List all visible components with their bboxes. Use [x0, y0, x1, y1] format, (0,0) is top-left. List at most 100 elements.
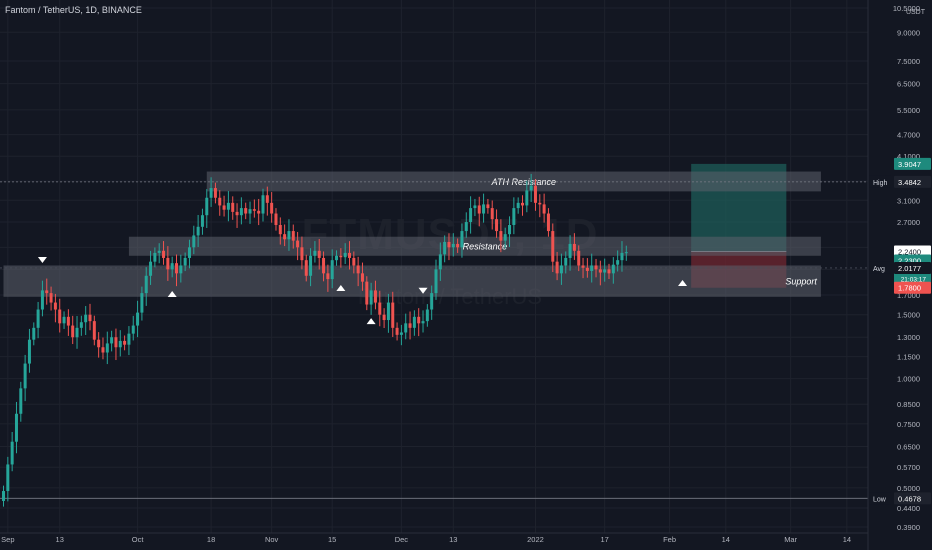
candle-body [92, 321, 96, 340]
candle-body [79, 322, 83, 328]
zone-2 [3, 265, 821, 297]
candle-body [516, 202, 520, 209]
candle-body [603, 269, 607, 273]
high-price-tag-bg [894, 175, 931, 188]
candle-body [2, 491, 5, 501]
time-tick-label: 15 [328, 535, 336, 544]
candle-body [257, 210, 261, 214]
time-tick-label: 14 [843, 535, 851, 544]
candle-body [335, 255, 339, 261]
candle-body [274, 213, 278, 225]
countdown: 21:03:17 [901, 276, 927, 283]
high-price-tag: 3.4842 [898, 178, 921, 187]
candle-body [23, 363, 27, 389]
candle-body [443, 241, 447, 255]
candle-body [572, 243, 576, 251]
candle-body [360, 273, 364, 282]
candle-body [226, 202, 230, 210]
candle-body [477, 205, 481, 214]
candle-body [382, 314, 386, 321]
candle-body [512, 208, 516, 225]
candle-body [421, 321, 425, 324]
candle-body [495, 219, 499, 232]
candle-body [620, 252, 624, 261]
support-arrow-icon [167, 290, 177, 297]
candle-body [218, 197, 222, 206]
candle-body [542, 204, 546, 214]
candle-body [187, 247, 191, 258]
candle-body [499, 231, 503, 241]
price-tick-label: 9.0000 [897, 28, 920, 37]
target-price-tag: 3.9047 [898, 160, 921, 169]
entry-price-tag: 2.2400 [898, 247, 921, 256]
candle-body [594, 265, 598, 270]
price-tick-label: 0.4400 [897, 504, 920, 513]
candle-body [127, 333, 131, 345]
price-tick-label: 0.5700 [897, 463, 920, 472]
price-tick-label: 1.0000 [897, 375, 920, 384]
candle-body [447, 241, 451, 248]
candle-body [508, 224, 512, 235]
candle-body [261, 195, 265, 214]
candle-body [590, 265, 594, 271]
candle-body [123, 340, 127, 345]
candle-body [559, 265, 563, 274]
candle-body [287, 231, 291, 240]
candle-body [568, 243, 572, 258]
candle-body [408, 323, 412, 328]
candle-body [365, 281, 369, 305]
candle-body [386, 302, 390, 321]
candle-body [309, 255, 313, 276]
price-tick-label: 0.7500 [897, 420, 920, 429]
candle-body [378, 302, 382, 315]
candle-body [611, 264, 615, 274]
price-tick-label: 5.5000 [897, 106, 920, 115]
currency-label: USDT [906, 9, 926, 16]
candle-body [283, 234, 287, 240]
candle-body [529, 185, 533, 191]
candle-body [296, 240, 300, 248]
candle-body [183, 257, 187, 266]
candle-body [395, 327, 399, 335]
candle-body [430, 293, 434, 310]
stop-price-tag: 1.7800 [898, 284, 921, 293]
candle-body [175, 263, 178, 274]
price-tick-label: 0.5000 [897, 484, 920, 493]
avg-tag-bg [869, 261, 891, 274]
price-tick-label: 1.3000 [897, 333, 920, 342]
candle-body [503, 234, 507, 241]
candle-body [577, 250, 581, 266]
price-tick-label: 0.3900 [897, 523, 920, 532]
low-tag: Low [873, 496, 887, 503]
zone-label: ATH Resistance [491, 177, 556, 187]
high-tag: High [873, 180, 888, 187]
candle-body [153, 252, 157, 262]
candle-body [66, 316, 70, 326]
zone-0 [206, 171, 821, 192]
candle-body [53, 302, 57, 310]
candle-body [356, 265, 360, 274]
candle-body [546, 213, 550, 232]
candle-body [456, 243, 460, 248]
zone-label: Support [785, 277, 817, 287]
candle-body [140, 293, 144, 313]
candle-body [304, 260, 308, 276]
candle-body [248, 209, 252, 214]
candle-body [27, 339, 31, 364]
candle-body [343, 252, 347, 258]
candle-body [252, 209, 256, 211]
price-tick-label: 1.7000 [897, 291, 920, 300]
markers [37, 257, 688, 325]
candle-body [581, 265, 585, 268]
price-tick-label: 3.1000 [897, 196, 920, 205]
avg-price-tag-bg [894, 261, 931, 274]
candle-body [205, 197, 209, 216]
reference-lines [0, 181, 868, 499]
symbol-title: Fantom / TetherUS, 1D, BINANCE [5, 5, 142, 15]
candle-body [231, 202, 235, 212]
candle-body [19, 388, 23, 414]
price-tick-label: 4.1000 [897, 152, 920, 161]
candle-body [490, 208, 494, 220]
